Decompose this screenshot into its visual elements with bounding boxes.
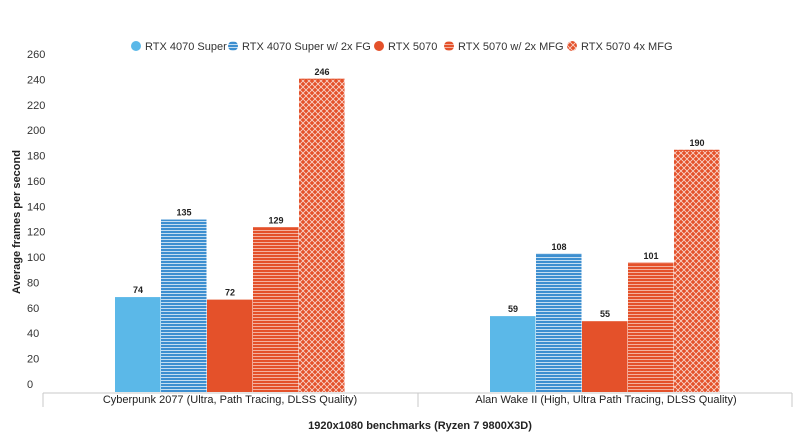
y-tick-label: 200: [27, 125, 45, 137]
data-label: 55: [600, 309, 610, 319]
y-tick-label: 240: [27, 74, 45, 86]
legend-label: RTX 5070 w/ 2x MFG: [458, 41, 564, 53]
legend-marker: [131, 41, 141, 51]
data-label: 129: [268, 215, 283, 225]
legend-marker: [228, 41, 238, 51]
bar: [299, 78, 345, 393]
bar: [628, 262, 674, 392]
legend-marker: [444, 41, 454, 51]
data-label: 101: [643, 251, 658, 261]
y-tick-label: 20: [27, 354, 39, 366]
bar: [536, 253, 582, 392]
y-tick-label: 180: [27, 151, 45, 163]
legend-label: RTX 5070: [388, 41, 437, 53]
data-label: 135: [176, 208, 191, 218]
y-tick-label: 100: [27, 252, 45, 264]
bar: [253, 227, 299, 392]
legend-marker: [374, 41, 384, 51]
legend-label: RTX 5070 4x MFG: [581, 41, 673, 53]
bar: [674, 149, 720, 392]
y-tick-label: 120: [27, 227, 45, 239]
data-label: 246: [314, 67, 329, 77]
y-tick-label: 0: [27, 379, 33, 391]
legend-label: RTX 4070 Super: [145, 41, 227, 53]
data-label: 74: [133, 285, 143, 295]
bar: [161, 219, 207, 392]
bar: [582, 321, 628, 392]
y-tick-label: 160: [27, 176, 45, 188]
category-label: Cyberpunk 2077 (Ultra, Path Tracing, DLS…: [103, 394, 357, 406]
bar: [207, 299, 253, 392]
bar: [490, 316, 536, 392]
y-tick-label: 40: [27, 328, 39, 340]
y-tick-label: 220: [27, 100, 45, 112]
data-label: 72: [225, 288, 235, 298]
data-label: 59: [508, 304, 518, 314]
y-axis: 0 20 40 60 80 100 120 140 160 180 200 220 240 260: [27, 49, 45, 391]
legend-marker: [567, 41, 577, 51]
bars: 74 135 72 129 246 59 108 55 101 190: [115, 67, 720, 393]
y-tick-label: 60: [27, 303, 39, 315]
category-label: Alan Wake II (High, Ultra Path Tracing, …: [475, 394, 736, 406]
y-tick-label: 80: [27, 277, 39, 289]
x-axis: Cyberpunk 2077 (Ultra, Path Tracing, DLS…: [42, 392, 793, 407]
y-tick-label: 260: [27, 49, 45, 61]
data-label: 190: [689, 138, 704, 148]
y-tick-label: 140: [27, 201, 45, 213]
data-label: 108: [551, 242, 566, 252]
legend-label: RTX 4070 Super w/ 2x FG: [242, 41, 371, 53]
bar: [115, 297, 161, 392]
legend: RTX 4070 Super RTX 4070 Super w/ 2x FG RTX…: [131, 41, 673, 53]
y-axis-title: Average frames per second: [11, 150, 23, 294]
x-axis-title: 1920x1080 benchmarks (Ryzen 7 9800X3D): [308, 420, 532, 432]
